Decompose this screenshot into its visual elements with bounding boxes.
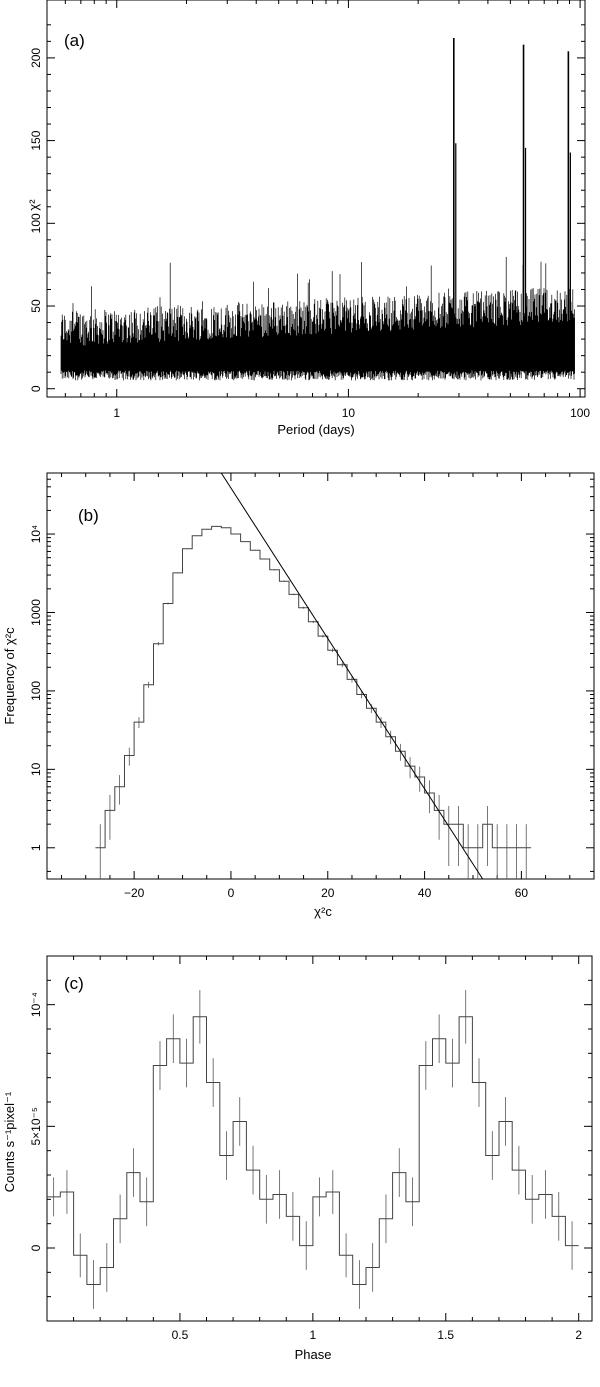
x-tick-label: 2: [575, 1328, 582, 1342]
noise-band: [60, 256, 575, 381]
panel-c-label: (c): [64, 974, 84, 993]
x-tick-label: 40: [418, 886, 432, 900]
panel-a-ylabel: χ²: [26, 199, 41, 211]
y-tick-label: 150: [29, 130, 43, 150]
x-tick-label: 10: [342, 406, 356, 420]
x-tick-label: 0.5: [172, 1328, 189, 1342]
panel-c: (c) Phase Counts s⁻¹pixel⁻¹ 0.5 1 1.5 2 0 5×1…: [2, 955, 593, 1362]
panel-a-data: [60, 38, 575, 381]
fit-line: [220, 472, 484, 880]
panel-a-ticks: 1 10 100 0 50 100 150 200: [29, 0, 590, 420]
panel-c-frame: [46, 955, 593, 1322]
y-tick-label: 1000: [29, 599, 43, 626]
x-tick-label: 20: [321, 886, 335, 900]
y-tick-label: 100: [29, 213, 43, 233]
y-tick-label: 0: [29, 385, 43, 392]
y-tick-label: 5×10⁻⁵: [29, 1107, 43, 1145]
y-tick-label: 10⁻⁴: [29, 992, 43, 1017]
x-tick-label: 100: [570, 406, 590, 420]
x-tick-label: 1: [113, 406, 120, 420]
y-tick-label: 10: [29, 762, 43, 776]
y-tick-label: 10⁴: [29, 525, 43, 544]
panel-b-ylabel: Frequency of χ²c: [2, 627, 17, 725]
y-tick-label: 100: [29, 681, 43, 701]
panel-a-label: (a): [64, 31, 85, 50]
histogram-steps: [95, 525, 532, 849]
x-tick-label: 0: [228, 886, 235, 900]
panel-c-ylabel: Counts s⁻¹pixel⁻¹: [2, 1091, 17, 1192]
panel-b-xlabel: χ²c: [314, 904, 332, 919]
panel-a: (a) Period (days) χ² 1 10 100 0 50 100 150 200: [26, 0, 590, 437]
x-tick-label: 60: [515, 886, 529, 900]
panel-a-frame: [46, 0, 586, 398]
x-tick-label: 1: [310, 1328, 317, 1342]
panel-a-xlabel: Period (days): [277, 422, 354, 437]
panel-b-data: [95, 472, 532, 880]
panel-b-frame: [46, 472, 595, 880]
y-tick-label: 200: [29, 48, 43, 68]
x-tick-label: 1.5: [437, 1328, 454, 1342]
panel-c-data: [47, 990, 579, 1309]
panel-b-label: (b): [78, 506, 99, 525]
panel-c-ticks: 0.5 1 1.5 2 0 5×10⁻⁵ 10⁻⁴: [29, 956, 592, 1342]
panel-b: (b) χ²c Frequency of χ²c −20 0 20 40 60 1 10 10…: [2, 472, 595, 919]
panel-c-xlabel: Phase: [295, 1347, 332, 1362]
y-tick-label: 1: [29, 844, 43, 851]
y-tick-label: 0: [29, 1244, 43, 1251]
y-tick-label: 50: [29, 299, 43, 313]
x-tick-label: −20: [124, 886, 145, 900]
panel-b-ticks: −20 0 20 40 60 1 10 100 1000 10⁴: [29, 473, 595, 900]
lightcurve-steps: [47, 1016, 579, 1285]
